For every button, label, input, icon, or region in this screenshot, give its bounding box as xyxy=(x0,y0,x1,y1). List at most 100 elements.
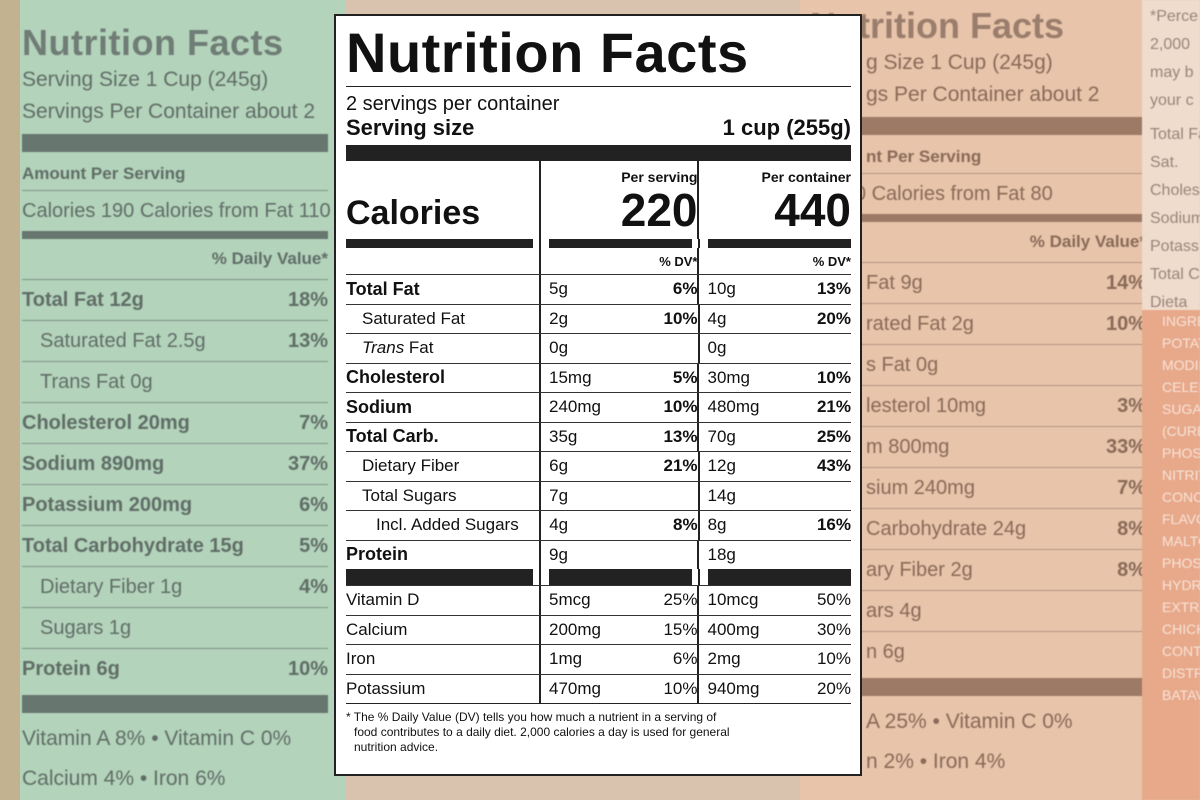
side-text-line: Sodium xyxy=(1150,210,1200,227)
ingredient-line: POTATO xyxy=(1162,335,1200,351)
bg-left-title: Nutrition Facts xyxy=(22,22,284,63)
calories-bar-right-wrap xyxy=(697,239,851,248)
footnote-line-3: nutrition advice. xyxy=(354,740,439,754)
per-container-cell: 0g xyxy=(697,334,851,363)
nutrient-label: Sodium xyxy=(346,396,412,417)
bg-right-vitamins-1: A 25% • Vitamin C 0% xyxy=(866,710,1073,733)
per-serving-cell: 35g 13% xyxy=(539,422,697,451)
bg-left-servings-per: Servings Per Container about 2 xyxy=(22,100,316,123)
label-title: Nutrition Facts xyxy=(346,21,749,84)
bg-left-row-label: Dietary Fiber 1g xyxy=(40,576,183,598)
bg-left-dv-header: % Daily Value* xyxy=(22,239,328,279)
nutrient-row: Dietary Fiber 6g 21% 12g 43% xyxy=(346,451,851,481)
bg-left-calories: Calories 190 Calories from Fat 110 xyxy=(22,190,331,231)
calories-serving: 220 xyxy=(539,183,697,239)
background-label-left: Nutrition Facts Serving Size 1 Cup (245g… xyxy=(0,0,345,800)
per-serving-amount: 15mg xyxy=(549,367,592,387)
per-serving-cell: 200mg 15% xyxy=(539,615,697,644)
bg-left-calories-text: Calories 190 Calories from Fat 110 xyxy=(22,200,331,222)
side-text-line: your c xyxy=(1150,92,1194,109)
bg-left-row: Saturated Fat 2.5g 13% xyxy=(22,320,328,361)
serving-size-value: 1 cup (255g) xyxy=(722,115,851,140)
nutrient-row: Cholesterol 15mg 5% 30mg 10% xyxy=(346,362,851,392)
per-serving-header: Per serving xyxy=(539,161,697,185)
vitamins-bar-right xyxy=(707,569,851,585)
bg-left-row-pct: 10% xyxy=(287,658,328,680)
bg-left-row: Sodium 890mg 37% xyxy=(22,443,328,484)
ingredient-line: DISTRI xyxy=(1162,665,1200,681)
bg-left-row-label: Saturated Fat 2.5g xyxy=(40,330,206,352)
per-serving-amount: 1mg xyxy=(549,649,583,669)
bg-left-row-label: Trans Fat 0g xyxy=(40,371,153,393)
ingredient-line: EXTRA xyxy=(1162,599,1200,615)
ingredient-line: INGRE xyxy=(1162,313,1200,329)
per-container-amount: 12g xyxy=(707,456,736,476)
dv-header-container: % DV* xyxy=(697,248,851,274)
per-serving-cell: 4g 8% xyxy=(539,511,698,540)
per-serving-cell: 240mg 10% xyxy=(539,393,697,422)
bg-left-row: Sugars 1g xyxy=(22,607,328,648)
bg-right-row-label: ary Fiber 2g xyxy=(866,559,973,581)
bg-left-row-pct: 13% xyxy=(287,330,328,352)
bg-right-bar-bottom xyxy=(806,678,1146,696)
vitamins-bar-left xyxy=(346,569,534,585)
per-container-dv: 13% xyxy=(816,279,851,299)
side-text-line: Choles xyxy=(1150,182,1200,199)
vitamin-row: Potassium 470mg 10% 940mg 20% xyxy=(346,673,851,703)
bg-right-row-pct: 8% xyxy=(1117,518,1146,540)
per-container-amount: 480mg xyxy=(707,397,760,417)
per-serving-cell: 470mg 10% xyxy=(539,674,697,703)
fat-word: Fat xyxy=(404,338,434,358)
ingredient-line: CONT xyxy=(1162,643,1200,659)
bg-left-row: Protein 6g 10% xyxy=(22,648,328,689)
side-text-lines: *Perce 2,000 may b your c Total Fa Sat. Choles… xyxy=(1142,0,1200,314)
calories-row: Calories 220 440 xyxy=(346,183,851,239)
per-container-amount: 18g xyxy=(707,544,736,564)
trans-word: Trans xyxy=(362,338,405,358)
side-text-line: Sat. xyxy=(1150,154,1179,171)
nutrient-row: Incl. Added Sugars 4g 8% 8g 16% xyxy=(346,510,851,540)
background-right-side-panel: *Perce 2,000 may b your c Total Fa Sat. Choles… xyxy=(1142,0,1200,800)
bg-left-thin-bar xyxy=(22,231,328,239)
per-serving-cell: 9g xyxy=(539,540,697,569)
bg-right-row-pct: 8% xyxy=(1117,559,1146,581)
ingredient-line: MODIF xyxy=(1162,357,1200,373)
bg-right-row-label: m 800mg xyxy=(866,436,950,458)
bg-left-row-pct: 5% xyxy=(299,535,328,557)
per-container-cell: 10mcg 50% xyxy=(697,586,851,615)
calories-bar-left xyxy=(346,239,534,248)
dv-spacer xyxy=(346,248,539,274)
per-container-amount: 2mg xyxy=(707,649,741,669)
bg-left-row-pct: 6% xyxy=(299,494,328,516)
side-text-line: Potass xyxy=(1150,238,1199,255)
vitamin-row: Iron 1mg 6% 2mg 10% xyxy=(346,644,851,674)
nutrient-row: Total Fat 5g 6% 10g 13% xyxy=(346,274,851,304)
calories-bar-right xyxy=(707,239,851,248)
per-container-dv: 43% xyxy=(816,456,851,476)
per-container-cell: 8g 16% xyxy=(697,511,851,540)
bg-right-row: m 800mg 33% xyxy=(806,426,1146,467)
serving-size-row: Serving size 1 cup (255g) xyxy=(346,115,851,141)
vitamins-bar-mid xyxy=(549,569,692,585)
bg-right-row: lesterol 10mg 3% xyxy=(806,385,1146,426)
vitamins-bar-mid-wrap xyxy=(539,569,698,585)
per-container-amount: 10g xyxy=(707,279,736,299)
per-serving-amount: 6g xyxy=(549,456,569,476)
ingredient-line: NITRITE xyxy=(1162,467,1200,483)
side-text-line: *Perce xyxy=(1150,8,1199,25)
per-serving-amount: 470mg xyxy=(549,678,601,698)
bg-right-row-pct: 33% xyxy=(1105,436,1146,458)
bg-right-rows: Fat 9g 14% rated Fat 2g 10% s Fat 0g lesterol… xyxy=(806,262,1146,672)
footnote-line-2: food contributes to a daily diet. 2,000 … xyxy=(354,725,730,739)
per-container-amount: 10mcg xyxy=(707,590,759,610)
vitamins-bar-left-wrap xyxy=(346,569,539,585)
per-serving-cell: 0g xyxy=(539,334,697,363)
ingredient-line: PHOSP xyxy=(1162,445,1200,461)
per-container-dv: 21% xyxy=(816,397,851,417)
bg-left-vitamins-2: Calcium 4% • Iron 6% xyxy=(22,767,226,790)
bg-left-row-label: Cholesterol 20mg xyxy=(22,412,190,434)
per-serving-amount: 0g xyxy=(549,338,569,358)
bg-right-row: n 6g xyxy=(806,631,1146,672)
bg-left-row: Total Carbohydrate 15g 5% xyxy=(22,525,328,566)
per-serving-amount: 200mg xyxy=(549,619,601,639)
